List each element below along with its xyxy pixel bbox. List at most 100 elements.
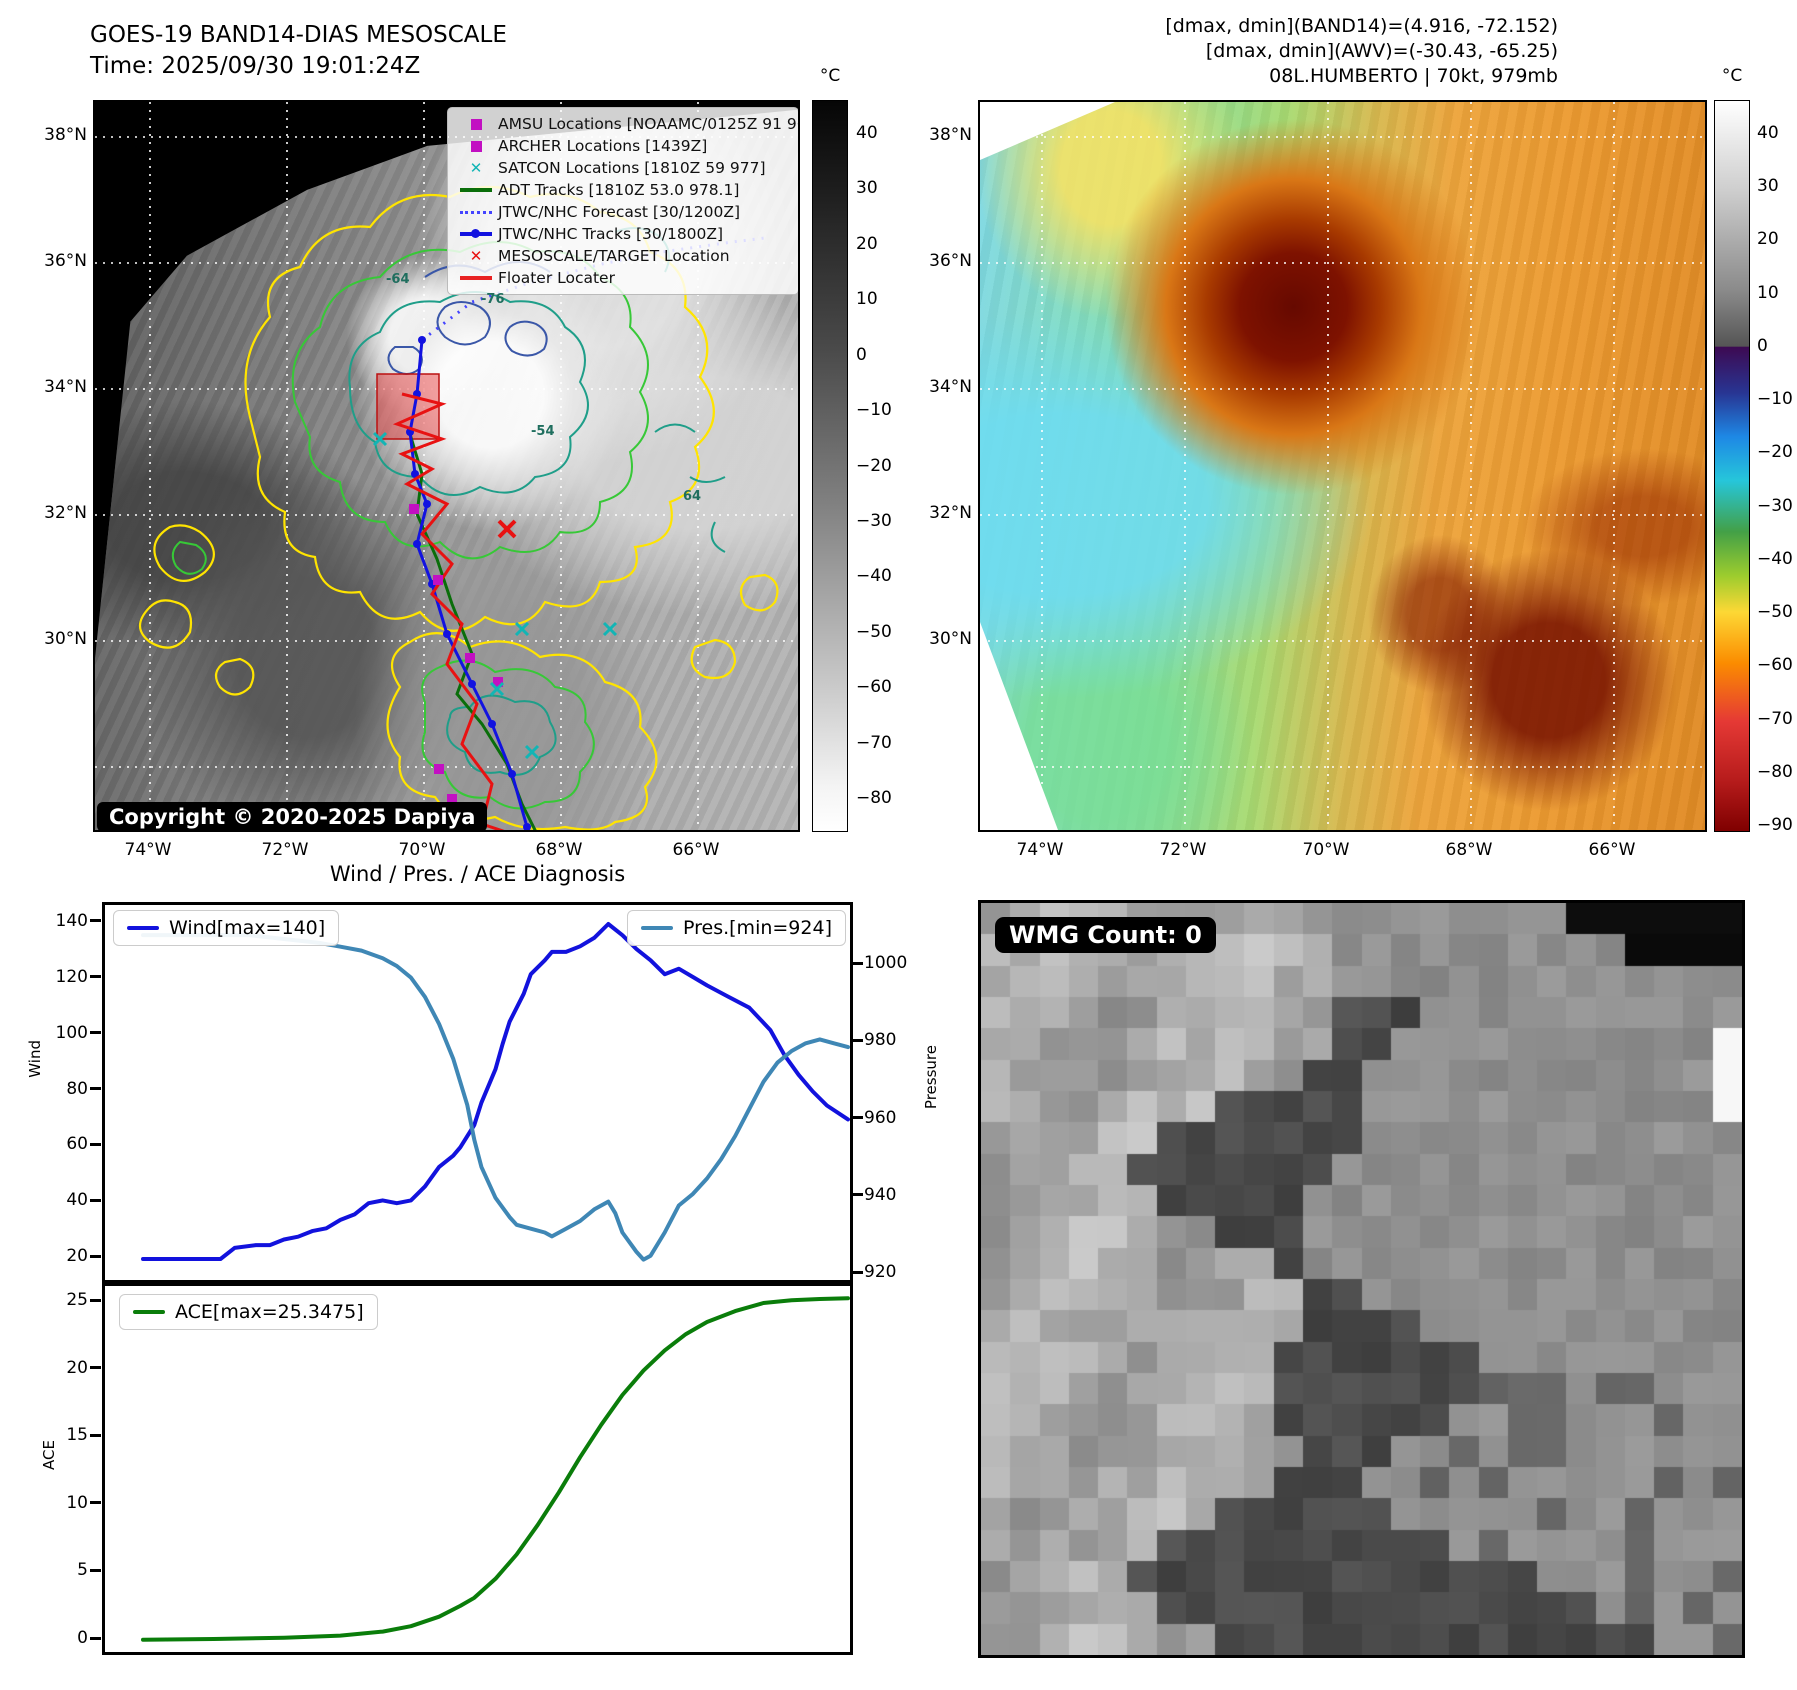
ace-ytick: 20: [66, 1357, 88, 1378]
map-right-xtick: 68°W: [1445, 840, 1493, 860]
page-title: GOES-19 BAND14-DIAS MESOSCALE: [90, 22, 507, 48]
legend-item: Floater Locater: [454, 267, 792, 289]
map-left-ytick: 30°N: [44, 629, 87, 649]
map-left-xtick: 74°W: [124, 840, 172, 860]
ace-plot: [141, 1296, 850, 1642]
contour-yellow: [214, 657, 255, 696]
legend-item-label: AMSU Locations [NOAAMC/0125Z 91 968]: [498, 115, 800, 133]
awv-colorbar-tick: −20: [1757, 442, 1793, 463]
dmax-dmin-band14: [dmax, dmin](BAND14)=(4.916, -72.152): [1165, 15, 1558, 37]
ir-colorbar: [812, 100, 848, 832]
amsu-archer-marker: [493, 677, 503, 687]
wind-axis-label: Wind: [26, 1040, 44, 1078]
ir-colorbar-tick: −30: [856, 510, 892, 531]
pressure-ytick-mark: [852, 961, 863, 965]
wind-ytick-mark: [90, 1031, 101, 1035]
satellite-image-color: [980, 102, 1705, 830]
line-legend-icon: [454, 276, 498, 280]
jtwc-track: [408, 339, 529, 828]
wind-ytick: 100: [55, 1022, 88, 1043]
contour-yellow: [690, 638, 737, 680]
map-left-ytick: 38°N: [44, 125, 87, 145]
ace-ytick: 10: [66, 1492, 88, 1513]
pressure-ytick-mark: [852, 1270, 863, 1274]
pressure-axis-label: Pressure: [922, 1045, 940, 1110]
x-legend-icon: ✕: [469, 159, 483, 177]
ir-colorbar-tick: −50: [856, 621, 892, 642]
ir-colorbar-unit: °C: [819, 66, 841, 86]
legend-item-label: ARCHER Locations [1439Z]: [498, 137, 708, 155]
contour-navy: [387, 346, 423, 375]
wind-legend: Wind[max=140]: [113, 910, 340, 946]
wmg-panel: WMG Count: 0: [978, 900, 1745, 1658]
awv-colorbar: [1714, 100, 1750, 832]
contour-value-label: -64: [386, 272, 410, 287]
wind-ytick: 80: [66, 1078, 88, 1099]
copyright-badge: Copyright © 2020-2025 Dapiya: [97, 802, 488, 830]
map-right-xtick: 66°W: [1588, 840, 1636, 860]
awv-colorbar-tick: 30: [1757, 176, 1779, 197]
ace-legend-label: ACE[max=25.3475]: [175, 1301, 364, 1323]
amsu-archer-marker: [409, 504, 419, 514]
awv-colorbar-tick: −40: [1757, 548, 1793, 569]
wind-ytick: 60: [66, 1134, 88, 1155]
legend-item-label: MESOSCALE/TARGET Location: [498, 247, 730, 265]
legend-item: ✕ SATCON Locations [1810Z 59 977]: [454, 157, 792, 179]
square-legend-icon: [454, 118, 498, 130]
target-x-marker: [497, 519, 517, 539]
goes-ir-map-panel: AMSU Locations [NOAAMC/0125Z 91 968] ARCH…: [93, 100, 800, 832]
wind-pressure-plot: [141, 922, 850, 1262]
wind-legend-marker: [127, 926, 159, 930]
satcon-marker: [372, 431, 388, 447]
jtwc-track-point: [523, 823, 531, 830]
contour-teal: [689, 476, 726, 483]
legend-item: ADT Tracks [1810Z 53.0 978.1]: [454, 179, 792, 201]
awv-colorbar-tick: 10: [1757, 282, 1779, 303]
legend-item: ✕ MESOSCALE/TARGET Location: [454, 245, 792, 267]
pressure-ytick: 920: [864, 1262, 897, 1283]
ir-colorbar-tick: −40: [856, 566, 892, 587]
ace-ytick-mark: [90, 1636, 101, 1640]
wmg-count-badge: WMG Count: 0: [995, 917, 1216, 953]
map-right-xtick: 70°W: [1302, 840, 1350, 860]
awv-colorbar-tick: −90: [1757, 814, 1793, 835]
line-legend-icon: [454, 188, 498, 192]
pressure-ytick: 960: [864, 1107, 897, 1128]
pressure-legend-marker: [641, 926, 673, 930]
ir-colorbar-tick: 30: [856, 178, 878, 199]
ir-colorbar-tick: 10: [856, 289, 878, 310]
pressure-ytick: 980: [864, 1030, 897, 1051]
wind-ytick: 20: [66, 1246, 88, 1267]
wind-ytick-mark: [90, 919, 101, 923]
legend-item: AMSU Locations [NOAAMC/0125Z 91 968]: [454, 113, 798, 135]
jtwc-track-point: [413, 540, 421, 548]
floater-locater-track: [392, 392, 505, 830]
satcon-marker: [602, 621, 618, 637]
awv-colorbar-tick: 40: [1757, 123, 1779, 143]
dotted-legend-icon: [454, 210, 498, 214]
wind-ytick: 120: [55, 966, 88, 987]
map-left-ytick: 36°N: [44, 251, 87, 271]
ace-legend: ACE[max=25.3475]: [119, 1294, 378, 1330]
contour-teal: [710, 521, 726, 553]
map2-grid: [980, 102, 1705, 830]
legend-item: ARCHER Locations [1439Z]: [454, 135, 792, 157]
map-right-ytick: 38°N: [929, 125, 972, 145]
map-right-ytick: 32°N: [929, 503, 972, 523]
x-legend-icon: ✕: [469, 247, 483, 265]
map-left-xtick: 68°W: [535, 840, 583, 860]
legend-item-label: ADT Tracks [1810Z 53.0 978.1]: [498, 181, 740, 199]
wind-ytick: 140: [55, 910, 88, 931]
wind-ytick: 40: [66, 1190, 88, 1211]
square-legend-icon: [454, 140, 498, 152]
awv-colorbar-unit: °C: [1721, 66, 1743, 86]
right-header: [dmax, dmin](BAND14)=(4.916, -72.152) [d…: [1165, 14, 1558, 89]
awv-colorbar-tick: 20: [1757, 229, 1779, 250]
legend-item-label: Floater Locater: [498, 269, 615, 287]
wmg-mosaic-image: [981, 903, 1742, 1655]
satcon-marker: [524, 744, 540, 760]
map-left-xtick: 66°W: [672, 840, 720, 860]
pressure-ytick: 1000: [864, 953, 908, 974]
ace-ytick: 15: [66, 1425, 88, 1446]
